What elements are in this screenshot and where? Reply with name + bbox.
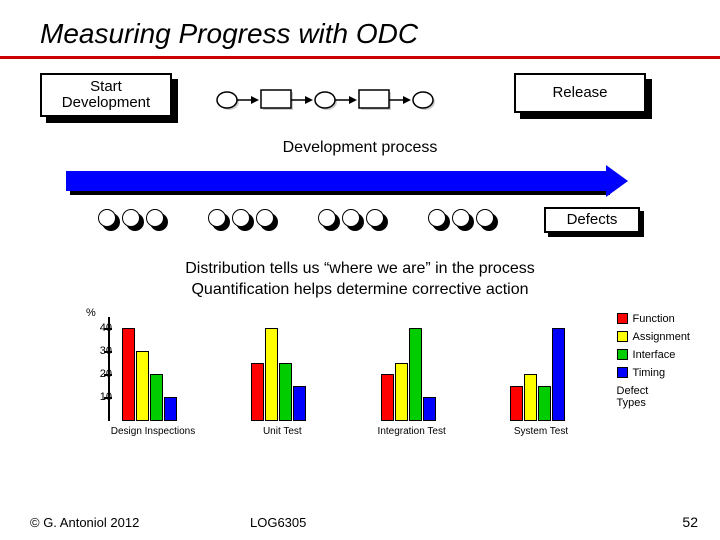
chart-legend: Function Assignment Interface Timing Defect …	[617, 313, 690, 409]
body-line-2: Quantification helps determine correctiv…	[50, 280, 670, 301]
legend-row: Function	[617, 313, 690, 325]
bar	[122, 328, 135, 420]
x-label: Integration Test	[367, 426, 457, 437]
bar	[409, 328, 422, 420]
bar	[251, 363, 264, 421]
page-number: 52	[682, 514, 698, 530]
x-label: System Test	[496, 426, 586, 437]
legend-row: Timing	[617, 367, 690, 379]
release-box-label: Release	[552, 85, 607, 102]
bar	[381, 374, 394, 420]
bar-group	[122, 328, 177, 420]
legend-swatch	[617, 367, 628, 378]
bar-group	[381, 328, 436, 420]
start-box-label: Start Development	[62, 79, 150, 112]
bar	[423, 397, 436, 420]
legend-label: Interface	[633, 349, 676, 361]
release-box: Release	[514, 73, 646, 113]
bar	[552, 328, 565, 420]
bar	[395, 363, 408, 421]
bar	[510, 386, 523, 421]
bar	[150, 374, 163, 420]
legend-label: Timing	[633, 367, 666, 379]
legend-label: Assignment	[633, 331, 690, 343]
bar	[136, 351, 149, 420]
bar	[279, 363, 292, 421]
legend-row: Interface	[617, 349, 690, 361]
progress-arrow	[40, 167, 680, 201]
bar	[265, 328, 278, 420]
slide-title: Measuring Progress with ODC	[0, 0, 720, 56]
defects-box-label: Defects	[567, 212, 618, 229]
course-code: LOG6305	[250, 515, 306, 530]
legend-label: Function	[633, 313, 675, 325]
legend-swatch	[617, 349, 628, 360]
x-label: Design Inspections	[108, 426, 198, 437]
bar-group	[510, 328, 565, 420]
y-axis-label: %	[86, 307, 96, 319]
process-label: Development process	[0, 139, 720, 157]
bar-group	[251, 328, 306, 420]
process-chain-icon	[215, 85, 455, 115]
bar	[293, 386, 306, 421]
x-label: Unit Test	[237, 426, 327, 437]
defects-box: Defects	[544, 207, 640, 233]
bar	[524, 374, 537, 420]
footer: © G. Antoniol 2012 LOG6305	[30, 515, 690, 530]
start-box: Start Development	[40, 73, 172, 117]
bar	[164, 397, 177, 420]
body-text: Distribution tells us “where we are” in …	[50, 259, 670, 301]
defect-chart: % 40302010 Design InspectionsUnit TestIn…	[80, 307, 690, 447]
legend-swatch	[617, 313, 628, 324]
title-underline	[0, 56, 720, 59]
bar	[538, 386, 551, 421]
legend-swatch	[617, 331, 628, 342]
copyright: © G. Antoniol 2012	[30, 515, 250, 530]
flow-row: Start Development Release	[40, 73, 680, 133]
legend-title: Defect Types	[617, 385, 690, 409]
defects-row: Defects	[40, 207, 680, 249]
body-line-1: Distribution tells us “where we are” in …	[50, 259, 670, 280]
legend-row: Assignment	[617, 331, 690, 343]
